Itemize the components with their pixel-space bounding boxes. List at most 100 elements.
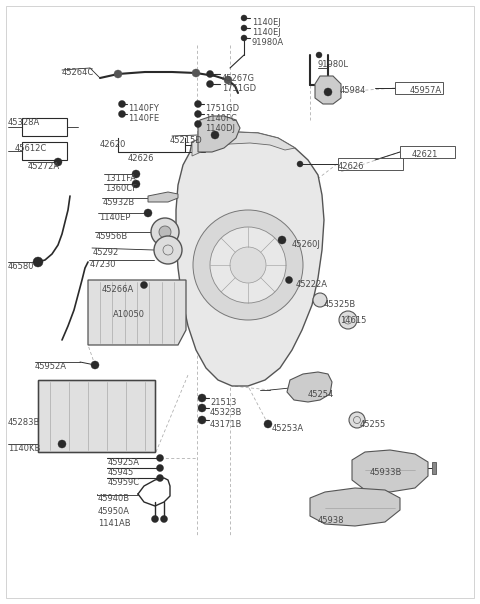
Circle shape: [206, 71, 214, 77]
Polygon shape: [88, 280, 186, 345]
Circle shape: [156, 454, 164, 461]
Circle shape: [241, 15, 247, 21]
Text: A10050: A10050: [113, 310, 145, 319]
Text: 45933B: 45933B: [370, 468, 402, 477]
Circle shape: [91, 361, 99, 369]
Text: 1141AB: 1141AB: [98, 519, 131, 528]
Text: 1360CF: 1360CF: [105, 184, 137, 193]
Text: 45255: 45255: [360, 420, 386, 429]
Circle shape: [194, 121, 202, 127]
Text: 45222A: 45222A: [296, 280, 328, 289]
Circle shape: [132, 180, 140, 188]
Circle shape: [297, 161, 303, 167]
Text: 45957A: 45957A: [410, 86, 442, 95]
Circle shape: [264, 420, 272, 428]
Text: 42626: 42626: [338, 162, 364, 171]
Bar: [395, 82, 443, 94]
Text: 45323B: 45323B: [210, 408, 242, 417]
Text: 1140FC: 1140FC: [205, 114, 237, 123]
Text: 1140FE: 1140FE: [128, 114, 159, 123]
Text: 45328A: 45328A: [8, 118, 40, 127]
Text: 21513: 21513: [210, 398, 236, 407]
Bar: [338, 158, 403, 170]
Circle shape: [119, 100, 125, 108]
Text: 42621: 42621: [412, 150, 438, 159]
Circle shape: [154, 236, 182, 264]
Text: 45260J: 45260J: [292, 240, 321, 249]
Polygon shape: [287, 372, 332, 402]
Text: 42626: 42626: [128, 154, 155, 163]
Bar: [400, 146, 455, 158]
Polygon shape: [315, 76, 341, 104]
Text: 45253A: 45253A: [272, 424, 304, 433]
Text: 45283B: 45283B: [8, 418, 40, 427]
Circle shape: [349, 412, 365, 428]
Circle shape: [132, 170, 140, 178]
Circle shape: [230, 247, 266, 283]
Text: 45215D: 45215D: [170, 136, 203, 145]
Text: 43171B: 43171B: [210, 420, 242, 429]
Circle shape: [194, 100, 202, 108]
Circle shape: [210, 227, 286, 303]
Text: 46580: 46580: [8, 262, 35, 271]
Text: 45932B: 45932B: [103, 198, 135, 207]
Text: 45956B: 45956B: [96, 232, 128, 241]
Text: 45940B: 45940B: [98, 494, 130, 503]
Circle shape: [198, 416, 206, 424]
Circle shape: [206, 80, 214, 88]
Text: 45925A: 45925A: [108, 458, 140, 467]
Text: 1140EJ: 1140EJ: [252, 18, 281, 27]
Circle shape: [33, 257, 43, 267]
Text: 1140EP: 1140EP: [99, 213, 131, 222]
Text: 1140FY: 1140FY: [128, 104, 159, 113]
Circle shape: [324, 88, 332, 96]
Text: 42620: 42620: [100, 140, 126, 149]
Circle shape: [160, 515, 168, 522]
Text: 45272A: 45272A: [28, 162, 60, 171]
Polygon shape: [352, 450, 428, 492]
Polygon shape: [38, 380, 155, 452]
Circle shape: [198, 404, 206, 412]
Text: 1751GD: 1751GD: [205, 104, 239, 113]
Text: 1140EJ: 1140EJ: [252, 28, 281, 37]
Circle shape: [286, 277, 292, 283]
Bar: [38, 380, 155, 452]
Text: 47230: 47230: [90, 260, 117, 269]
Circle shape: [278, 236, 286, 244]
Bar: [432, 462, 436, 474]
Circle shape: [152, 515, 158, 522]
Circle shape: [156, 475, 164, 481]
Text: 1311FA: 1311FA: [105, 174, 136, 183]
Text: 45612C: 45612C: [15, 144, 47, 153]
Text: 45945: 45945: [108, 468, 134, 477]
Circle shape: [241, 35, 247, 41]
Polygon shape: [148, 192, 178, 202]
Polygon shape: [310, 488, 400, 526]
Circle shape: [339, 311, 357, 329]
Circle shape: [58, 440, 66, 448]
Circle shape: [156, 464, 164, 472]
Circle shape: [241, 25, 247, 31]
Text: 45938: 45938: [318, 516, 345, 525]
Text: 45325B: 45325B: [324, 300, 356, 309]
Text: 45959C: 45959C: [108, 478, 140, 487]
Text: 45254: 45254: [308, 390, 334, 399]
Text: 45952A: 45952A: [35, 362, 67, 371]
Circle shape: [194, 111, 202, 118]
Circle shape: [141, 281, 147, 289]
Circle shape: [119, 111, 125, 118]
Polygon shape: [192, 132, 295, 156]
Text: 45950A: 45950A: [98, 507, 130, 516]
Circle shape: [316, 52, 322, 58]
Text: 45264C: 45264C: [62, 68, 94, 77]
Circle shape: [193, 210, 303, 320]
Text: 45292: 45292: [93, 248, 119, 257]
Circle shape: [54, 158, 62, 166]
Text: 45267G: 45267G: [222, 74, 255, 83]
Circle shape: [159, 226, 171, 238]
Text: 91980A: 91980A: [252, 38, 284, 47]
Circle shape: [313, 293, 327, 307]
Polygon shape: [176, 132, 324, 386]
Text: 14615: 14615: [340, 316, 366, 325]
Text: 1751GD: 1751GD: [222, 84, 256, 93]
